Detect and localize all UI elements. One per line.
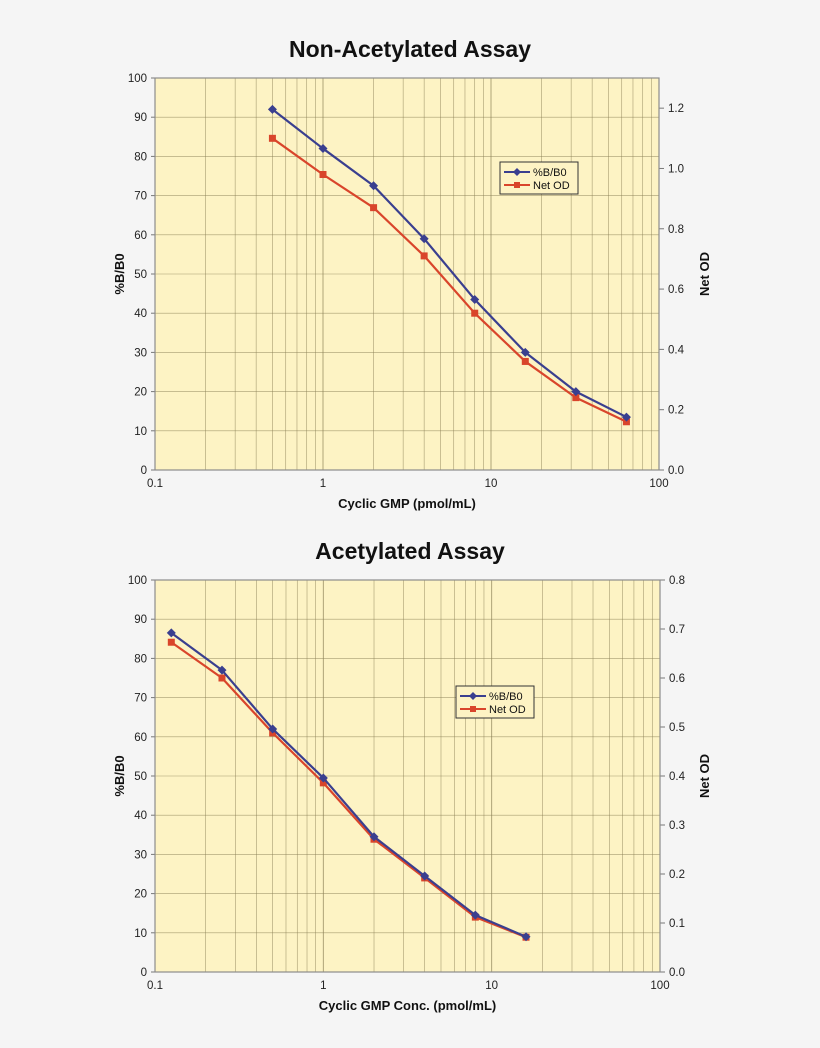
svg-text:20: 20	[134, 889, 147, 901]
svg-text:0.6: 0.6	[668, 284, 684, 296]
svg-text:Net OD: Net OD	[533, 180, 570, 192]
svg-text:0.0: 0.0	[668, 465, 684, 477]
svg-text:%B/B0: %B/B0	[533, 167, 567, 179]
svg-text:60: 60	[134, 230, 147, 242]
svg-text:0.3: 0.3	[669, 820, 685, 832]
chart-plot: 01020304050607080901000.00.10.20.30.40.5…	[112, 575, 712, 1013]
svg-text:0.2: 0.2	[669, 869, 685, 881]
svg-text:70: 70	[134, 191, 147, 203]
svg-text:30: 30	[134, 849, 147, 861]
svg-text:0.2: 0.2	[668, 405, 684, 417]
svg-text:0.8: 0.8	[669, 575, 685, 587]
svg-text:%B/B0: %B/B0	[112, 755, 127, 796]
svg-text:10: 10	[134, 928, 147, 940]
svg-text:0.0: 0.0	[669, 967, 685, 979]
svg-text:60: 60	[134, 732, 147, 744]
svg-text:50: 50	[134, 771, 147, 783]
svg-text:1: 1	[320, 980, 326, 992]
svg-text:90: 90	[134, 614, 147, 626]
svg-text:40: 40	[134, 810, 147, 822]
svg-text:100: 100	[128, 73, 147, 85]
svg-text:0: 0	[141, 465, 147, 477]
chart-plot: 01020304050607080901000.00.20.40.60.81.0…	[112, 73, 712, 511]
svg-text:0: 0	[141, 967, 147, 979]
svg-text:10: 10	[134, 426, 147, 438]
svg-text:Cyclic GMP (pmol/mL): Cyclic GMP (pmol/mL)	[338, 496, 476, 511]
svg-text:0.6: 0.6	[669, 673, 685, 685]
svg-text:80: 80	[134, 653, 147, 665]
svg-text:90: 90	[134, 112, 147, 124]
svg-text:100: 100	[649, 478, 668, 490]
svg-text:1: 1	[320, 478, 326, 490]
svg-text:%B/B0: %B/B0	[489, 691, 523, 703]
svg-text:70: 70	[134, 693, 147, 705]
svg-text:Cyclic GMP Conc. (pmol/mL): Cyclic GMP Conc. (pmol/mL)	[319, 998, 496, 1013]
svg-text:0.4: 0.4	[669, 771, 686, 783]
svg-text:Net OD: Net OD	[697, 252, 712, 296]
chart-title: Non-Acetylated Assay	[288, 36, 531, 62]
svg-text:30: 30	[134, 347, 147, 359]
acetylated-chart: Acetylated Assay 0 10 20 30 40 50 60 70 80 90 100 0…	[0, 500, 820, 1048]
chart-title: Acetylated Assay	[315, 538, 505, 564]
svg-text:0.8: 0.8	[668, 224, 684, 236]
svg-text:%B/B0: %B/B0	[112, 253, 127, 294]
svg-text:50: 50	[134, 269, 147, 281]
svg-text:80: 80	[134, 151, 147, 163]
svg-text:100: 100	[650, 980, 669, 992]
svg-text:0.7: 0.7	[669, 624, 685, 636]
svg-text:0.1: 0.1	[147, 478, 163, 490]
svg-text:10: 10	[485, 478, 498, 490]
svg-text:0.1: 0.1	[669, 918, 685, 930]
svg-text:20: 20	[134, 387, 147, 399]
svg-text:Net OD: Net OD	[489, 704, 526, 716]
svg-text:0.5: 0.5	[669, 722, 685, 734]
svg-text:40: 40	[134, 308, 147, 320]
svg-text:10: 10	[485, 980, 498, 992]
svg-text:Net OD: Net OD	[697, 754, 712, 798]
svg-text:100: 100	[128, 575, 147, 587]
svg-text:0.4: 0.4	[668, 344, 685, 356]
svg-text:1.0: 1.0	[668, 163, 684, 175]
svg-text:0.1: 0.1	[147, 980, 163, 992]
svg-text:1.2: 1.2	[668, 103, 684, 115]
non-acetylated-chart: Non-Acetylated Assay 0 10 20 30 40 50 60 70 80 90…	[0, 0, 820, 520]
